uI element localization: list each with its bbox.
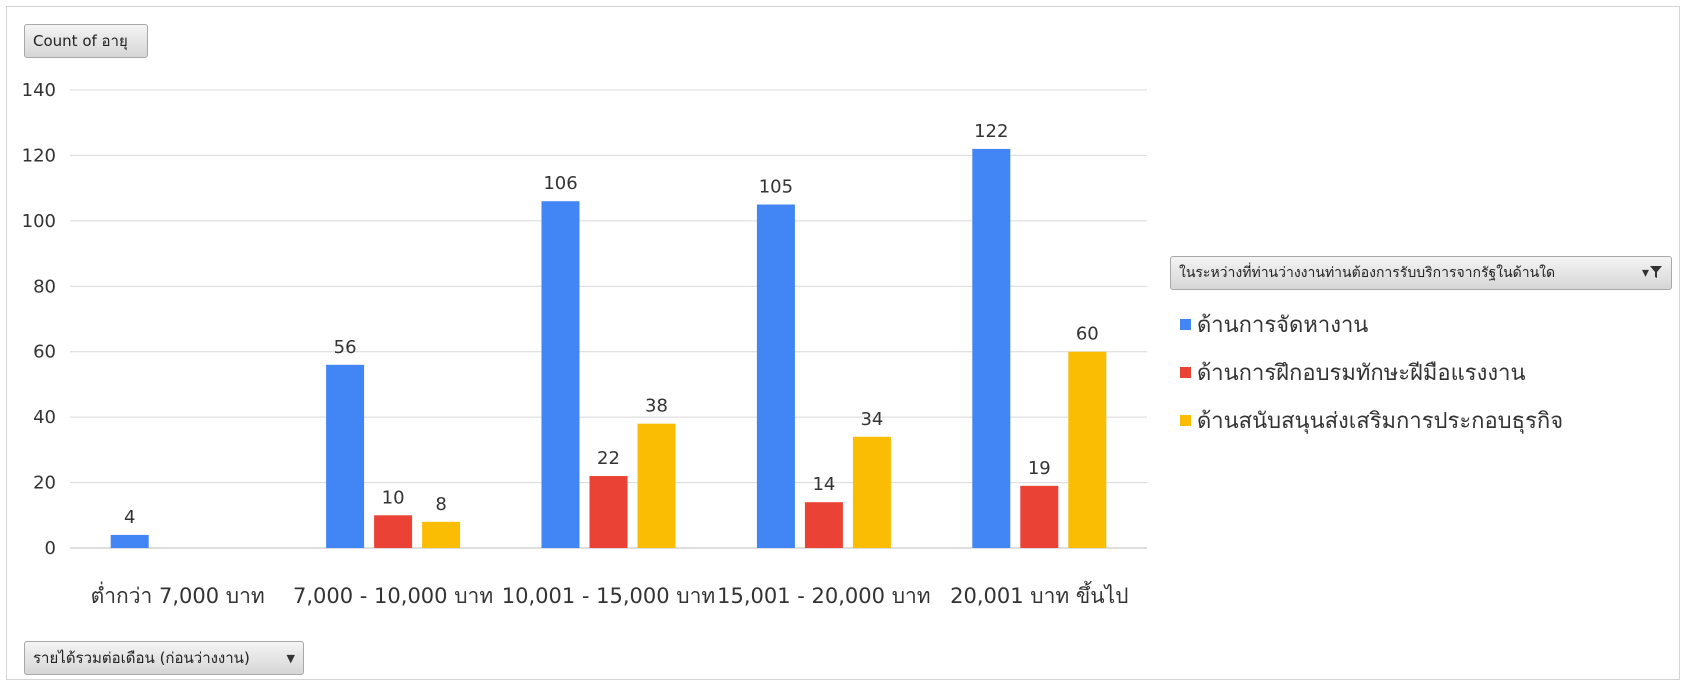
legend-swatch [1180, 414, 1191, 426]
x-axis-ticks: ต่ำกว่า 7,000 บาท 7,000 - 10,000 บาท 10,00… [91, 581, 1129, 608]
data-label: 34 [860, 409, 883, 430]
value-field-button[interactable]: Count of อายุ [24, 24, 148, 58]
x-tick-label: 20,001 บาท ขึ้นไป [950, 581, 1128, 608]
legend: ด้านการจัดหางาน ด้านการฝึกอบรมทักษะฝีมือ… [1180, 300, 1563, 444]
gridlines [70, 89, 1147, 549]
data-label: 8 [435, 494, 446, 515]
legend-swatch [1180, 366, 1191, 378]
y-tick-label: 140 [22, 80, 56, 101]
data-label: 22 [597, 448, 620, 469]
y-tick-label: 40 [33, 407, 56, 428]
bar[interactable] [374, 515, 413, 548]
y-tick-label: 60 [33, 342, 56, 363]
data-label: 122 [974, 121, 1008, 142]
bar[interactable] [1068, 351, 1107, 548]
y-tick-label: 80 [33, 276, 56, 297]
dropdown-arrow-icon[interactable]: ▼ [286, 651, 295, 665]
bar[interactable] [972, 148, 1011, 548]
data-label: 56 [334, 337, 357, 358]
bar[interactable] [326, 364, 365, 548]
bar[interactable] [1020, 485, 1059, 548]
bar[interactable] [589, 476, 628, 548]
bar[interactable] [422, 521, 461, 548]
legend-item-label: ด้านสนับสนุนส่งเสริมการประกอบธุรกิจ [1197, 408, 1564, 434]
y-axis-ticks: 0 20 40 60 80 100 120 140 [22, 80, 56, 559]
data-label: 38 [645, 396, 668, 417]
legend-item[interactable]: ด้านการฝึกอบรมทักษะฝีมือแรงงาน [1180, 348, 1563, 396]
x-tick-label: 10,001 - 15,000 บาท [502, 584, 716, 608]
legend-field-button[interactable]: ในระหว่างที่ท่านว่างงานท่านต้องการรับบริ… [1170, 256, 1672, 290]
y-tick-label: 100 [22, 211, 56, 232]
y-tick-label: 0 [45, 538, 56, 559]
x-tick-label: ต่ำกว่า 7,000 บาท [91, 581, 265, 608]
chart-frame [6, 6, 1680, 680]
legend-item[interactable]: ด้านสนับสนุนส่งเสริมการประกอบธุรกิจ [1180, 396, 1563, 444]
data-label: 60 [1076, 324, 1099, 345]
y-tick-label: 120 [22, 145, 56, 166]
bar[interactable] [541, 201, 580, 548]
bar[interactable] [637, 423, 676, 548]
data-label: 4 [124, 507, 135, 528]
data-label: 10 [382, 487, 405, 508]
bar[interactable] [804, 502, 843, 548]
data-label: 14 [812, 474, 835, 495]
bar[interactable] [110, 534, 149, 548]
filter-funnel-icon[interactable]: ▾ [1642, 265, 1663, 281]
axis-field-button[interactable]: รายได้รวมต่อเดือน (ก่อนว่างงาน) ▼ [24, 641, 304, 675]
bar[interactable] [756, 204, 795, 549]
y-tick-label: 20 [33, 473, 56, 494]
data-label: 19 [1028, 458, 1051, 479]
legend-item-label: ด้านการจัดหางาน [1197, 312, 1369, 338]
legend-swatch [1180, 318, 1191, 330]
bar[interactable] [852, 436, 891, 548]
data-label: 105 [759, 177, 793, 198]
legend-item[interactable]: ด้านการจัดหางาน [1180, 300, 1563, 348]
bars [110, 148, 1107, 549]
value-field-label: Count of อายุ [33, 32, 128, 50]
legend-field-label: ในระหว่างที่ท่านว่างงานท่านต้องการรับบริ… [1179, 265, 1556, 281]
data-label: 106 [543, 173, 577, 194]
axis-field-label: รายได้รวมต่อเดือน (ก่อนว่างงาน) [33, 649, 250, 667]
x-tick-label: 15,001 - 20,000 บาท [717, 584, 931, 608]
legend-item-label: ด้านการฝึกอบรมทักษะฝีมือแรงงาน [1197, 360, 1526, 386]
x-tick-label: 7,000 - 10,000 บาท [293, 584, 493, 608]
